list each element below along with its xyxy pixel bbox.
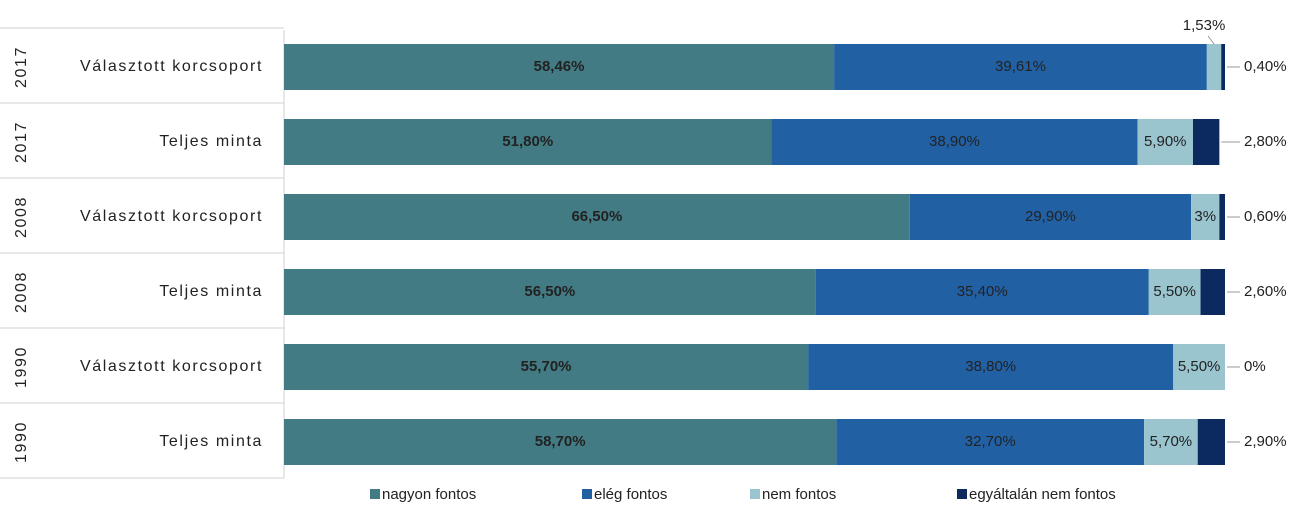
value-label: 38,80%: [965, 358, 1016, 375]
bar-segment: [284, 269, 816, 315]
value-label: 51,80%: [502, 133, 553, 150]
value-label: 29,90%: [1025, 208, 1076, 225]
bar-segment: [284, 44, 835, 90]
group-label: 1990: [13, 346, 30, 388]
category-label: Választott korcsoport: [80, 58, 263, 75]
bar-segment: [284, 194, 910, 240]
legend-swatch: [582, 489, 592, 499]
bar-segment: [909, 194, 1192, 240]
value-label: 2,60%: [1244, 283, 1287, 300]
category-label: Választott korcsoport: [80, 208, 263, 225]
legend-label: nem fontos: [762, 486, 836, 503]
value-label: 5,70%: [1150, 433, 1193, 450]
leader-line: [1207, 35, 1215, 45]
bar-segment: [1193, 119, 1220, 165]
value-label: 3%: [1194, 208, 1216, 225]
value-label: 35,40%: [957, 283, 1008, 300]
group-label: 2017: [13, 46, 30, 88]
legend-swatch: [957, 489, 967, 499]
bar-segment: [815, 269, 1149, 315]
bar-segment: [836, 419, 1145, 465]
bar-segment: [1200, 269, 1225, 315]
bar-segment: [284, 344, 809, 390]
value-label: 0,40%: [1244, 58, 1287, 75]
bar-segment: [1219, 194, 1225, 240]
bar-segment: [771, 119, 1138, 165]
value-label: 32,70%: [965, 433, 1016, 450]
group-label: 2008: [13, 271, 30, 313]
bar-segment: [284, 119, 772, 165]
bar-segment: [1144, 419, 1198, 465]
category-label: Teljes minta: [159, 133, 263, 150]
bar-segment: [1148, 269, 1201, 315]
value-label: 5,50%: [1178, 358, 1221, 375]
bar-segment: [1206, 44, 1222, 90]
value-label: 2,90%: [1244, 433, 1287, 450]
bar-segment: [1137, 119, 1194, 165]
legend-label: nagyon fontos: [382, 486, 476, 503]
value-label: 58,46%: [534, 58, 585, 75]
value-label: 38,90%: [929, 133, 980, 150]
bar-segment: [1191, 194, 1220, 240]
group-label: 1990: [13, 421, 30, 463]
value-label: 5,50%: [1153, 283, 1196, 300]
value-label: 66,50%: [571, 208, 622, 225]
value-label: 2,80%: [1244, 133, 1287, 150]
category-label: Választott korcsoport: [80, 358, 263, 375]
value-label: 5,90%: [1144, 133, 1187, 150]
legend-label: egyáltalán nem fontos: [969, 486, 1116, 503]
legend-swatch: [370, 489, 380, 499]
bar-segment: [808, 344, 1174, 390]
value-label: 56,50%: [524, 283, 575, 300]
legend-label: elég fontos: [594, 486, 667, 503]
value-label: 39,61%: [995, 58, 1046, 75]
bar-segment: [284, 419, 837, 465]
category-label: Teljes minta: [159, 283, 263, 300]
bar-segment: [1197, 419, 1225, 465]
group-label: 2017: [13, 121, 30, 163]
value-label: 1,53%: [1183, 17, 1226, 34]
group-label: 2008: [13, 196, 30, 238]
value-label: 0,60%: [1244, 208, 1287, 225]
legend-swatch: [750, 489, 760, 499]
bar-segment: [1173, 344, 1225, 390]
value-label: 55,70%: [521, 358, 572, 375]
bar-segment: [1221, 44, 1225, 90]
value-label: 58,70%: [535, 433, 586, 450]
value-label: 0%: [1244, 358, 1266, 375]
category-label: Teljes minta: [159, 433, 263, 450]
bar-segment: [834, 44, 1207, 90]
